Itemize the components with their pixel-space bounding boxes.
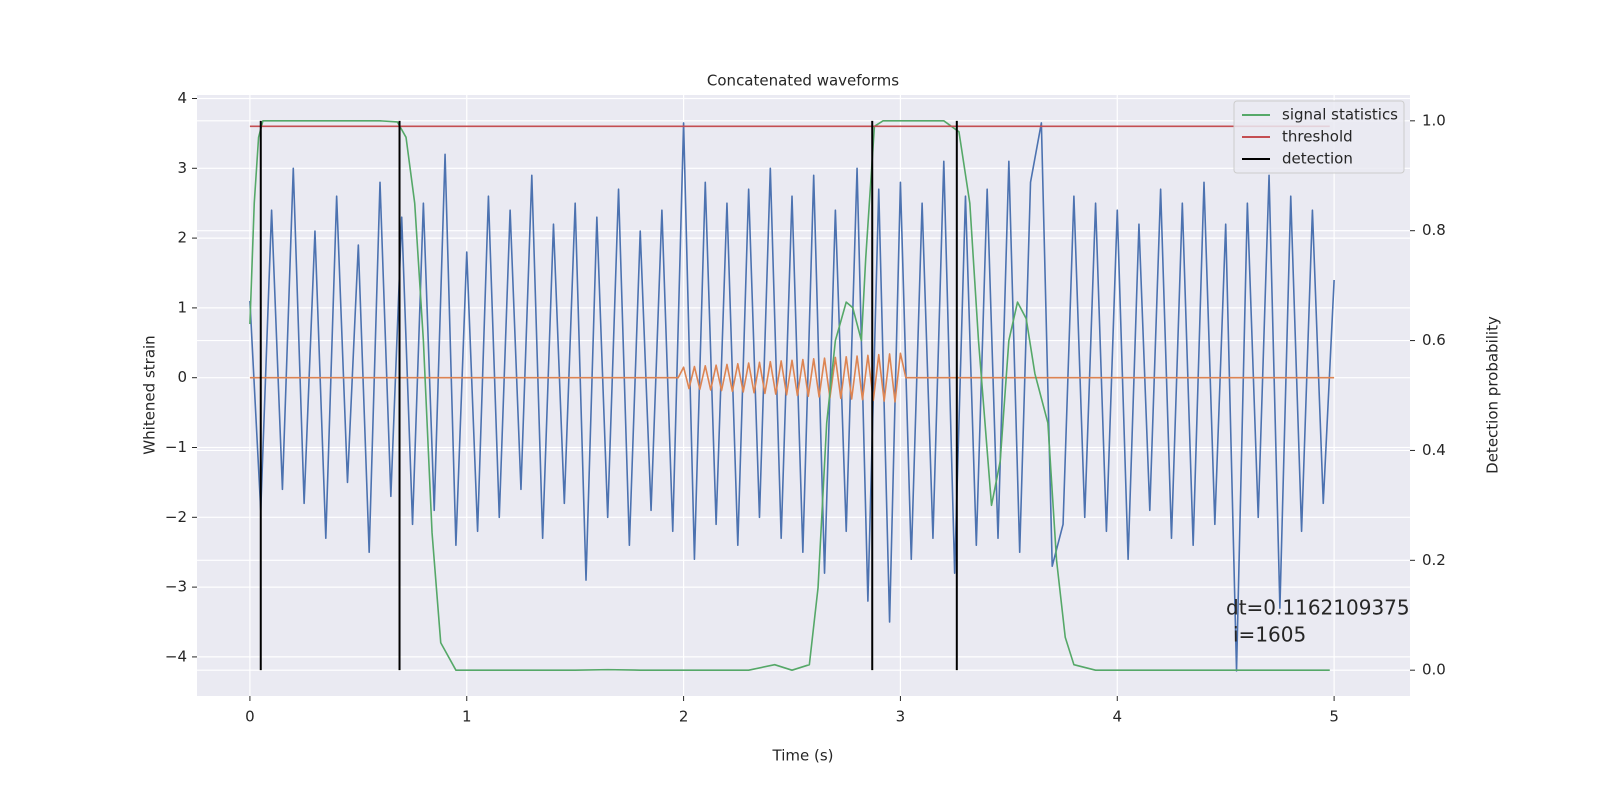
y-tick-label: 2 xyxy=(177,229,187,247)
y2-tick-label: 0.6 xyxy=(1422,331,1446,349)
y-tick-label: −3 xyxy=(165,578,187,596)
y-tick-label: −1 xyxy=(165,438,187,456)
legend-label: threshold xyxy=(1282,128,1353,146)
x-axis-label: Time (s) xyxy=(772,747,834,765)
annotation: dt=0.1162109375 xyxy=(1226,596,1410,620)
y2-tick-label: 0.4 xyxy=(1422,441,1446,459)
y2-tick-label: 0.8 xyxy=(1422,221,1446,239)
x-tick-label: 1 xyxy=(462,708,472,726)
legend-box xyxy=(1233,100,1405,174)
x-tick-label: 5 xyxy=(1329,708,1339,726)
y-tick-label: 0 xyxy=(177,368,187,386)
y2-tick-label: 0.2 xyxy=(1422,551,1446,569)
y2-axis-label: Detection probability xyxy=(1484,316,1502,474)
x-tick-label: 0 xyxy=(245,708,255,726)
x-tick-label: 3 xyxy=(896,708,906,726)
chart-title: Concatenated waveforms xyxy=(707,72,899,90)
series-line xyxy=(249,122,1335,672)
y2-tick-label: 1.0 xyxy=(1422,111,1446,129)
y-tick-label: 4 xyxy=(177,89,187,107)
series-line xyxy=(249,120,1330,671)
legend-label: detection xyxy=(1282,150,1353,168)
y-tick-label: −4 xyxy=(165,647,187,665)
y-tick-label: 3 xyxy=(177,159,187,177)
y2-tick-label: 0.0 xyxy=(1422,661,1446,679)
y-tick-label: 1 xyxy=(177,298,187,316)
annotation: i=1605 xyxy=(1233,623,1306,647)
y-tick-label: −2 xyxy=(165,508,187,526)
x-tick-label: 4 xyxy=(1112,708,1122,726)
x-tick-label: 2 xyxy=(679,708,689,726)
legend-label: signal statistics xyxy=(1282,106,1398,124)
y-axis-label: Whitened strain xyxy=(141,335,159,454)
